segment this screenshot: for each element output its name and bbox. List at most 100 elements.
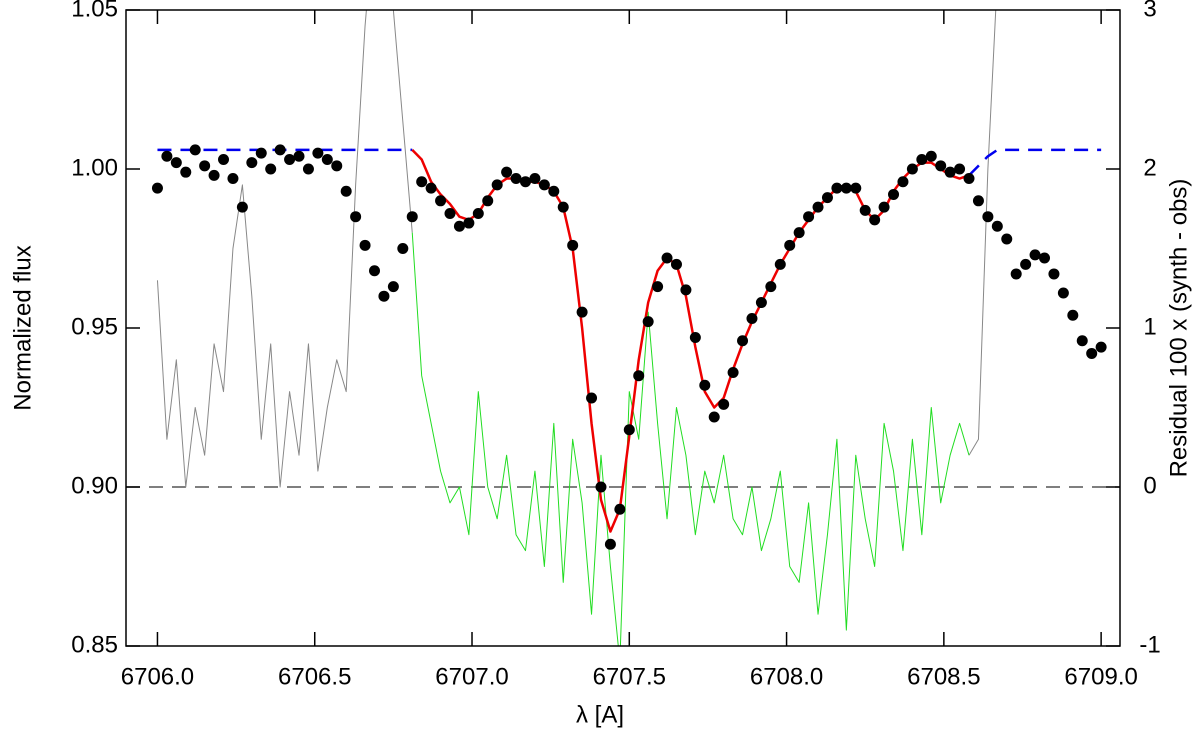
data-point xyxy=(840,182,852,194)
data-point xyxy=(972,195,984,207)
data-point xyxy=(529,173,541,185)
data-point xyxy=(350,211,362,223)
data-point xyxy=(359,239,371,251)
data-point xyxy=(1048,268,1060,280)
data-point xyxy=(548,185,560,197)
x-tick-label: 6708.0 xyxy=(750,663,823,690)
y2-tick-label: -1 xyxy=(1139,631,1160,658)
data-point xyxy=(765,281,777,293)
data-point xyxy=(482,195,494,207)
y-tick-label: 0.95 xyxy=(71,313,118,340)
data-point xyxy=(1076,335,1088,347)
data-point xyxy=(491,179,503,191)
data-point xyxy=(218,153,230,165)
x-tick-label: 6709.0 xyxy=(1064,663,1137,690)
data-point xyxy=(850,182,862,194)
data-point xyxy=(425,182,437,194)
data-point xyxy=(397,243,409,254)
data-point xyxy=(906,163,918,175)
data-point xyxy=(236,201,248,213)
plot-frame xyxy=(125,9,1121,647)
data-point xyxy=(642,316,654,328)
data-point xyxy=(982,211,994,223)
data-point xyxy=(1095,341,1107,353)
data-point xyxy=(614,503,626,515)
data-point xyxy=(859,204,871,216)
y2-tick-label: 1 xyxy=(1143,313,1156,340)
data-point xyxy=(510,173,522,185)
data-point xyxy=(284,153,296,165)
data-point xyxy=(623,424,635,436)
data-point xyxy=(727,367,739,379)
data-point xyxy=(189,144,201,156)
data-point xyxy=(1067,309,1079,321)
data-point xyxy=(916,153,928,165)
series-line xyxy=(411,232,970,646)
data-point xyxy=(293,150,305,162)
data-point xyxy=(199,160,211,172)
data-point xyxy=(869,214,881,226)
data-point xyxy=(576,306,588,318)
data-point xyxy=(321,153,333,165)
y-tick-label: 0.90 xyxy=(71,472,118,499)
x-tick-label: 6706.0 xyxy=(121,663,194,690)
data-point xyxy=(888,188,900,200)
data-point xyxy=(246,157,258,169)
x-axis-title: λ [A] xyxy=(576,701,624,728)
x-tick-label: 6707.5 xyxy=(593,663,666,690)
x-tick-label: 6706.5 xyxy=(278,663,351,690)
y2-tick-label: 0 xyxy=(1143,472,1156,499)
data-point xyxy=(831,182,843,194)
data-point xyxy=(302,163,314,175)
data-point xyxy=(774,258,786,270)
data-point xyxy=(897,176,909,188)
y-tick-label: 0.85 xyxy=(71,631,118,658)
data-point xyxy=(227,173,239,185)
data-point xyxy=(1057,287,1069,299)
data-point xyxy=(670,258,682,270)
data-point xyxy=(406,211,418,223)
data-point xyxy=(680,284,692,296)
data-point xyxy=(708,411,720,423)
data-point xyxy=(387,281,399,293)
data-point xyxy=(180,166,192,178)
data-point xyxy=(755,297,767,309)
data-point xyxy=(991,220,1003,232)
data-point xyxy=(595,481,607,493)
data-point xyxy=(746,312,758,324)
y-tick-label: 1.05 xyxy=(71,0,118,22)
data-point xyxy=(161,150,173,162)
data-point xyxy=(1039,252,1051,264)
data-point xyxy=(369,265,380,277)
data-point xyxy=(312,147,324,159)
data-point xyxy=(633,370,645,382)
x-tick-label: 6708.5 xyxy=(907,663,980,690)
y2-axis-title: Residual 100 x (synth - obs) xyxy=(1165,179,1192,478)
data-point xyxy=(652,281,664,293)
data-point xyxy=(935,160,947,172)
data-point xyxy=(925,150,937,162)
data-point xyxy=(274,144,286,156)
y-axis-title: Normalized flux xyxy=(9,245,36,410)
y2-tick-label: 2 xyxy=(1143,154,1156,181)
data-point xyxy=(963,173,975,185)
x-tick-label: 6707.0 xyxy=(435,663,508,690)
data-point xyxy=(567,239,579,251)
data-point xyxy=(501,166,513,178)
data-point xyxy=(784,239,796,251)
data-point xyxy=(463,217,475,229)
data-point xyxy=(538,179,550,191)
data-point xyxy=(718,398,730,410)
data-point xyxy=(821,192,833,204)
data-point xyxy=(1086,347,1098,359)
data-point xyxy=(557,201,569,213)
data-point xyxy=(453,220,465,232)
data-point xyxy=(1029,249,1041,261)
plot-area xyxy=(126,10,1120,646)
data-point xyxy=(519,176,531,188)
data-point xyxy=(689,332,701,344)
data-point xyxy=(435,195,447,207)
data-point xyxy=(604,538,616,550)
data-point xyxy=(944,166,956,178)
